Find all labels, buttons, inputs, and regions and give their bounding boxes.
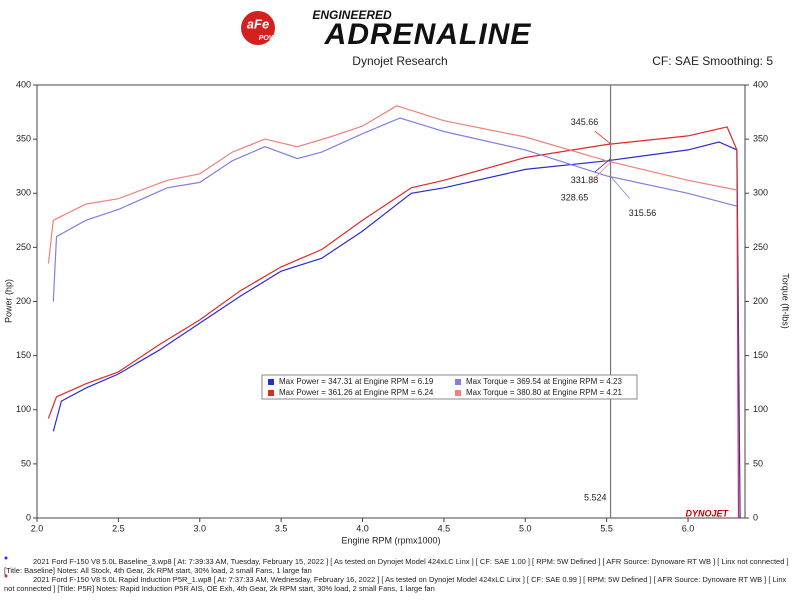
legend-swatch (268, 390, 274, 396)
y2-tick-label: 400 (753, 79, 768, 89)
footer-text: 2021 Ford F-150 V8 5.0L Rapid Induction … (33, 575, 787, 584)
y2-axis-title: Torque (ft-lbs) (781, 273, 791, 329)
y2-tick-label: 300 (753, 188, 768, 198)
readout-pointer (610, 176, 631, 199)
chart-subtitle: CF: SAE Smoothing: 5 (652, 54, 773, 68)
legend-swatch (455, 379, 461, 385)
x-axis-title: Engine RPM (rpmx1000) (341, 535, 440, 545)
legend-text: Max Torque = 380.80 at Engine RPM = 4.21 (466, 388, 623, 397)
y-tick-label: 350 (16, 134, 31, 144)
logo-badge (241, 11, 275, 45)
readout-label: 331.88 (571, 175, 599, 185)
footer-text: not connected ] [Title: P5R] Notes: Rapi… (4, 584, 435, 593)
y-tick-label: 0 (26, 512, 31, 522)
x-tick-label: 5.5 (600, 523, 613, 533)
chart-title: Dynojet Research (352, 54, 447, 68)
x-tick-label: 4.5 (438, 523, 451, 533)
series-line (52, 117, 738, 302)
y2-tick-label: 350 (753, 134, 768, 144)
footer-text: 2021 Ford F-150 V8 5.0L Baseline_3.wp8 [… (33, 557, 789, 566)
legend-text: Max Power = 347.31 at Engine RPM = 6.19 (279, 377, 434, 386)
logo-brand: aFe (247, 16, 269, 31)
y2-tick-label: 150 (753, 350, 768, 360)
y-tick-label: 250 (16, 242, 31, 252)
legend-text: Max Torque = 369.54 at Engine RPM = 4.23 (466, 377, 623, 386)
y-axis-title: Power (hp) (3, 279, 13, 323)
x-tick-label: 3.5 (275, 523, 288, 533)
y-tick-label: 400 (16, 79, 31, 89)
plot-frame (36, 84, 746, 519)
x-tick-label: 4.0 (356, 523, 369, 533)
readout-pointer (588, 161, 611, 185)
y-tick-label: 300 (16, 188, 31, 198)
series-line (47, 126, 740, 519)
legend-swatch (455, 390, 461, 396)
footer-dot (4, 556, 8, 560)
series-line (47, 105, 738, 264)
legend-text: Max Power = 361.26 at Engine RPM = 6.24 (279, 388, 434, 397)
cursor-label: 5.524 (584, 492, 607, 502)
footer-text: [Title: Baseline] Notes: All Stock, 4th … (4, 566, 312, 575)
logo: aFe POWER ENGINEERED ADRENALINE (241, 8, 532, 51)
series-line (52, 141, 741, 519)
y-tick-label: 50 (21, 458, 31, 468)
logo-brand-sub: POWER (259, 35, 285, 42)
readout-label: 315.56 (629, 208, 657, 218)
footer-dot (4, 574, 8, 578)
watermark: DYNOJET (685, 508, 729, 518)
tagline: ENGINEERED (312, 8, 392, 22)
readout-pointer (594, 130, 611, 145)
headline: ADRENALINE (324, 18, 532, 51)
y-tick-label: 200 (16, 296, 31, 306)
readout-label: 328.65 (561, 193, 589, 203)
readout-pointer (594, 158, 611, 173)
x-tick-label: 2.0 (31, 523, 44, 533)
y2-tick-label: 250 (753, 242, 768, 252)
y-tick-label: 100 (16, 404, 31, 414)
x-tick-label: 3.0 (194, 523, 207, 533)
x-tick-label: 2.5 (112, 523, 125, 533)
x-tick-label: 5.0 (519, 523, 532, 533)
legend-swatch (268, 379, 274, 385)
y2-tick-label: 50 (753, 458, 763, 468)
legend-box (261, 374, 638, 400)
y2-tick-label: 0 (753, 512, 758, 522)
y2-tick-label: 200 (753, 296, 768, 306)
y2-tick-label: 100 (753, 404, 768, 414)
y-tick-label: 150 (16, 350, 31, 360)
readout-label: 345.66 (571, 117, 599, 127)
x-tick-label: 6.0 (682, 523, 695, 533)
